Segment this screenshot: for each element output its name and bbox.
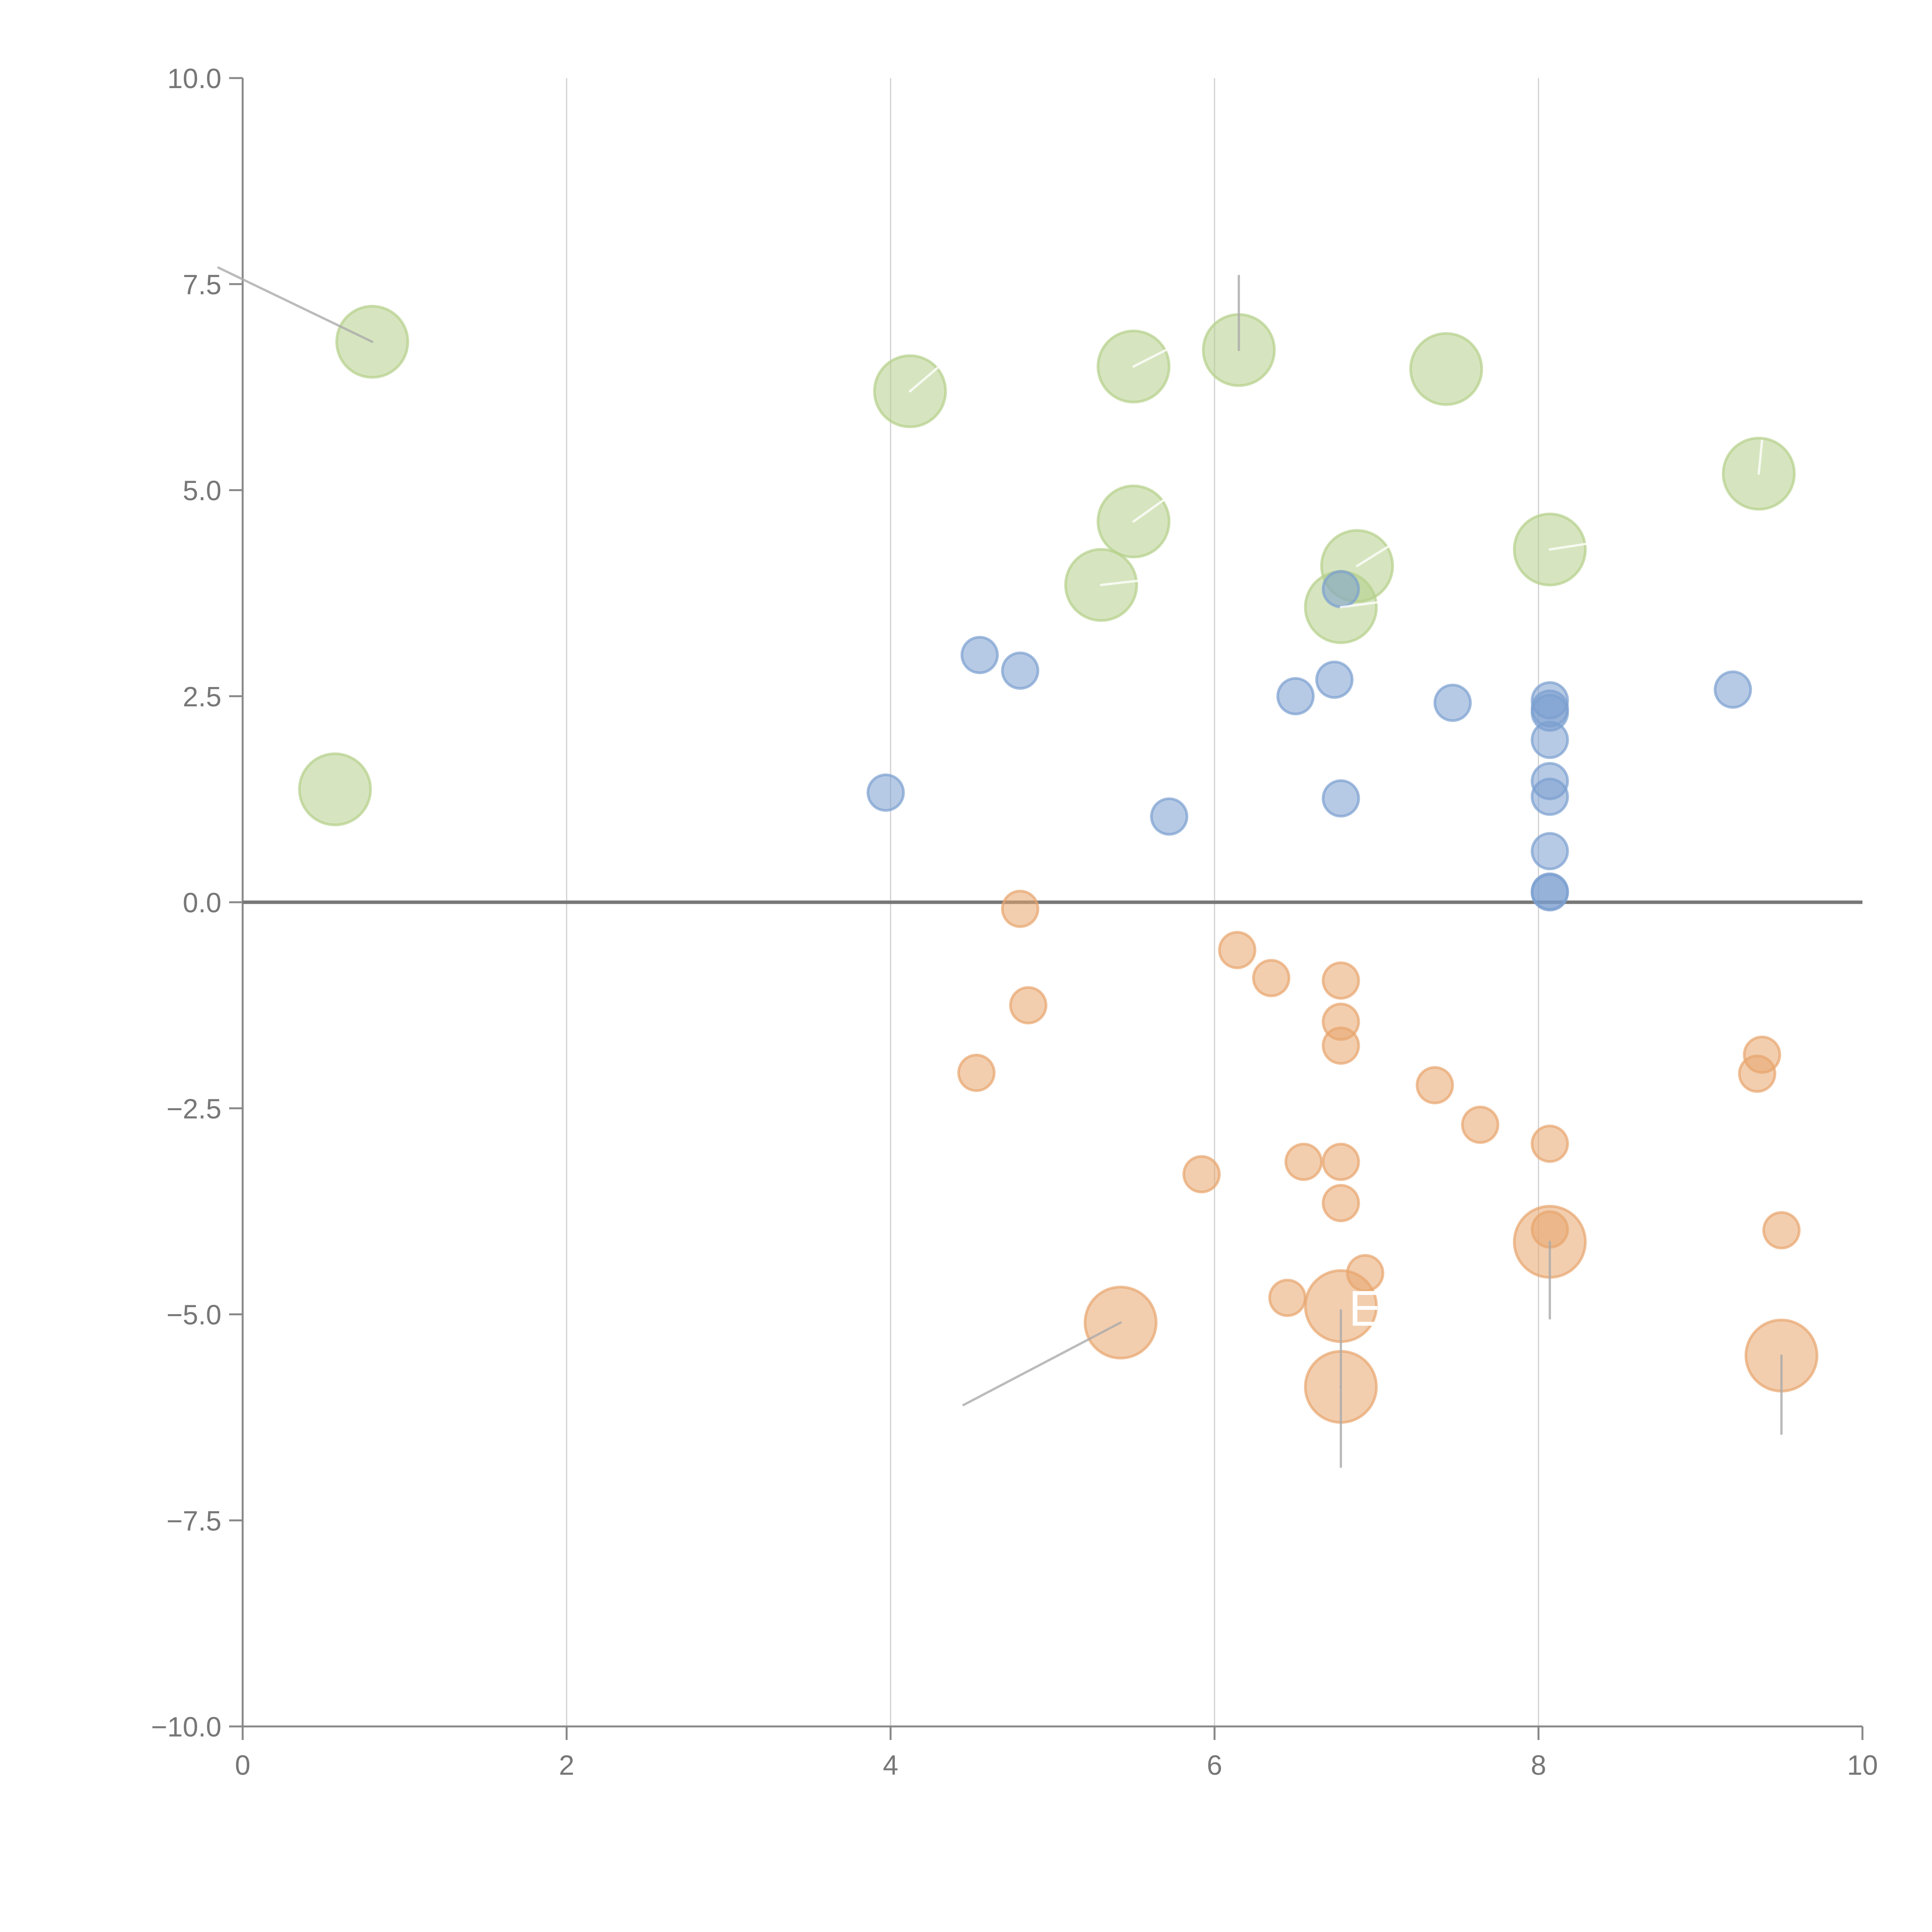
data-point-blue [1001, 651, 1039, 690]
data-point-orange [1321, 1143, 1360, 1181]
data-point-blue [1150, 797, 1189, 836]
annotation-line [1132, 345, 1175, 368]
data-point-blue [1531, 777, 1569, 816]
data-point-blue [1433, 684, 1472, 722]
x-tick-label: 6 [1207, 1750, 1222, 1781]
data-point-orange [1738, 1054, 1777, 1093]
annotation-line [909, 365, 940, 393]
data-point-orange [1461, 1105, 1500, 1144]
data-point-orange [1268, 1279, 1307, 1317]
data-point-orange [1218, 931, 1257, 969]
x-tick-label: 8 [1531, 1750, 1546, 1781]
y-tick-label: −7.5 [167, 1506, 221, 1537]
y-tick-label: −10.0 [151, 1712, 221, 1743]
annotation-line [962, 1321, 1122, 1406]
data-point-orange [957, 1054, 996, 1092]
axes: 0 2 4 6 8 10 10.0 7.5 5.0 2.5 0.0 −2.5 −5.0 −7.5 −10.0 [151, 63, 1878, 1781]
data-point-blue [1321, 779, 1360, 818]
data-point-orange [1252, 959, 1291, 997]
data-point-orange [1321, 1184, 1360, 1223]
x-tick-label: 10 [1847, 1750, 1878, 1781]
annotations: CE [217, 246, 1783, 1468]
data-point-blue [1276, 677, 1315, 716]
data-point-blue [1315, 660, 1354, 699]
data-point-blue [1714, 670, 1752, 709]
annotation-line [217, 266, 374, 343]
data-point-orange [1321, 1026, 1360, 1065]
annotation-line [1356, 543, 1394, 567]
data-point-orange [1321, 961, 1360, 1000]
annotation-line [1100, 575, 1175, 586]
y-tick-label: 10.0 [167, 63, 221, 94]
data-point-blue [1531, 873, 1569, 912]
data-point-orange [1762, 1211, 1801, 1250]
x-tick-label: 4 [883, 1750, 898, 1781]
annotation-label: C [1247, 246, 1283, 302]
data-point-orange [1415, 1066, 1454, 1105]
data-point-orange [1531, 1124, 1569, 1163]
data-point-blue [960, 636, 999, 674]
data-point-orange [1001, 889, 1039, 928]
y-tick-label: −2.5 [167, 1094, 221, 1124]
annotation-line [1132, 497, 1167, 523]
data-point-blue [1531, 721, 1569, 759]
data-point-orange [1009, 986, 1048, 1025]
annotation-line [1757, 439, 1764, 475]
y-tick-label: 7.5 [183, 269, 221, 300]
data-point-blue [1531, 832, 1569, 871]
annotation-line [1340, 600, 1386, 609]
y-tick-label: −5.0 [167, 1300, 221, 1331]
data-point-orange [1284, 1143, 1323, 1181]
data-point-orange [1182, 1155, 1221, 1194]
data-point-blue [866, 773, 905, 812]
data-points [298, 305, 1818, 1424]
x-tick-label: 2 [559, 1750, 574, 1781]
data-point-blue [1321, 570, 1360, 608]
y-tick-label: 5.0 [183, 476, 221, 507]
data-point-green [1409, 332, 1483, 406]
annotation-line [1548, 543, 1588, 551]
x-tick-label: 0 [235, 1750, 250, 1781]
annotation-label: E [1349, 1280, 1382, 1337]
y-tick-label: 2.5 [183, 682, 221, 713]
y-tick-label: 0.0 [183, 888, 221, 918]
data-point-green [298, 752, 372, 827]
